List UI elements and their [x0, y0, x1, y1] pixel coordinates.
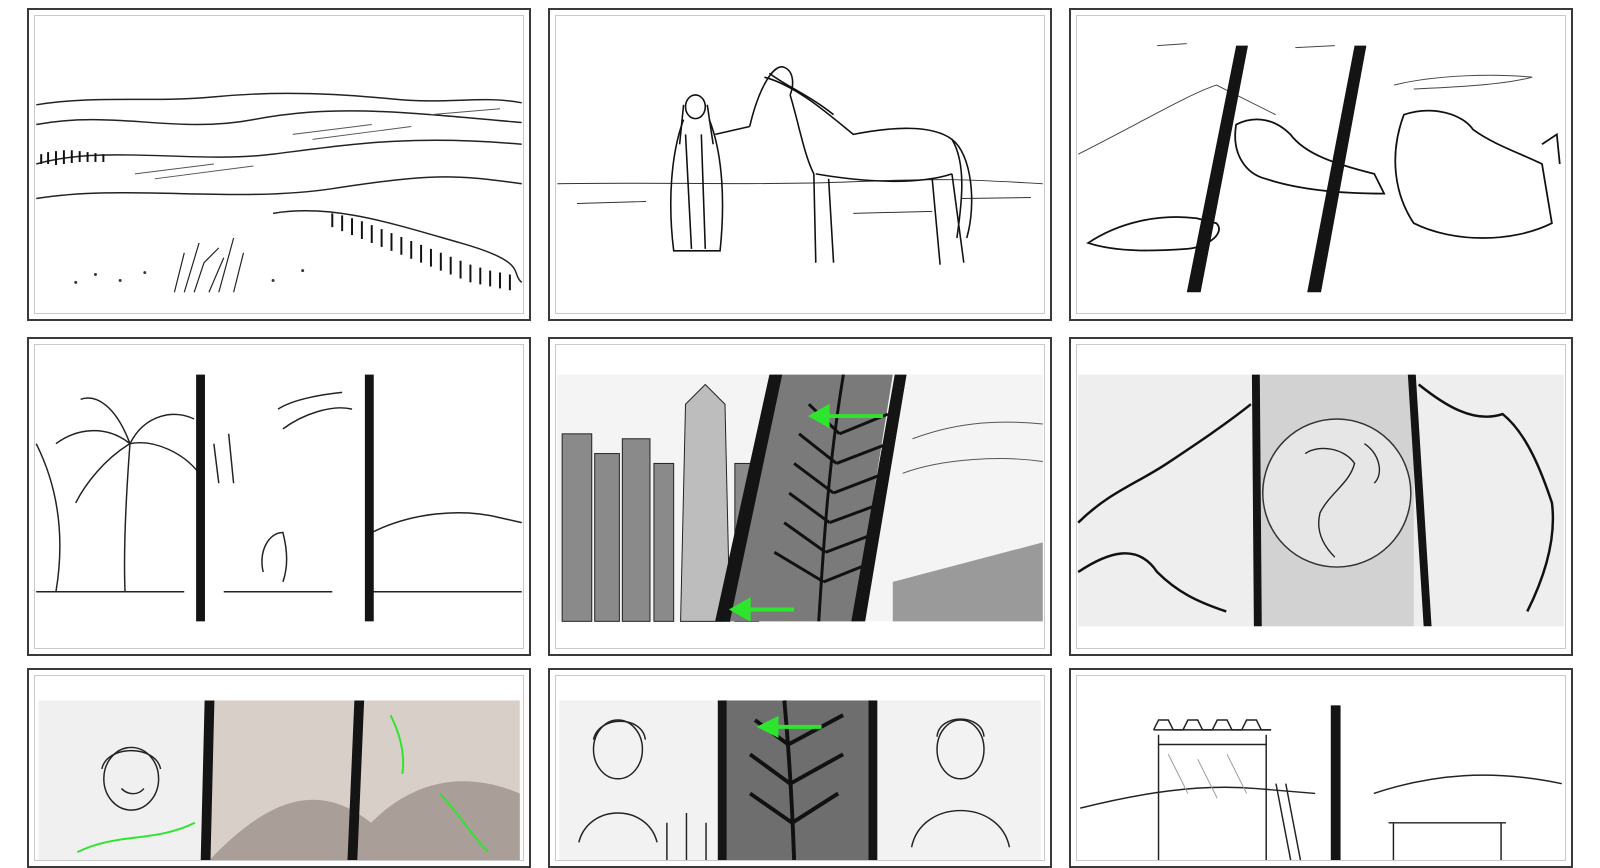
storyboard-panel-globe-map[interactable]	[1069, 337, 1573, 656]
palm-tree-split-sketch	[35, 374, 522, 622]
storyboard-panel-two-men-palm[interactable]	[548, 668, 1052, 868]
storyboard-panel-city-palm-frond[interactable]	[548, 337, 1052, 656]
storyboard-panel-woman-hills[interactable]	[27, 668, 531, 868]
storyboard-panel-watchtower[interactable]	[1069, 668, 1573, 868]
panel-frame	[1076, 344, 1566, 649]
panel-frame	[34, 15, 524, 314]
two-men-palm-sketch	[559, 700, 1041, 860]
hands-reaching-sketch	[1078, 43, 1561, 293]
storyboard-panel-hands-reaching[interactable]	[1069, 8, 1573, 321]
city-palm-frond-sketch	[557, 374, 1043, 622]
storyboard-panel-man-with-horse[interactable]	[548, 8, 1052, 321]
storyboard-panel-palm-tree-split[interactable]	[27, 337, 531, 656]
panel-frame	[34, 675, 524, 861]
panel-frame	[555, 15, 1045, 314]
woman-hills-sketch	[38, 700, 520, 860]
panel-frame	[555, 344, 1045, 649]
globe-map-sketch	[1077, 374, 1564, 627]
desert-dunes-sketch	[36, 92, 523, 293]
man-with-horse-sketch	[557, 66, 1043, 265]
watchtower-sketch	[1080, 705, 1562, 860]
panel-frame	[1076, 15, 1566, 314]
panel-frame	[34, 344, 524, 649]
storyboard-panel-desert-dunes[interactable]	[27, 8, 531, 321]
panel-frame	[1076, 675, 1566, 861]
panel-frame	[555, 675, 1045, 861]
